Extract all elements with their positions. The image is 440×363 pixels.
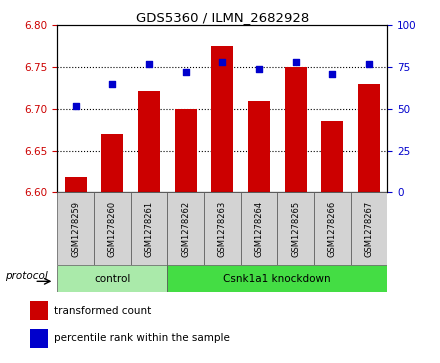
Point — [72, 103, 79, 109]
Bar — [358, 84, 380, 192]
Bar — [30, 329, 48, 348]
Bar — [57, 265, 167, 292]
Text: Csnk1a1 knockdown: Csnk1a1 knockdown — [224, 274, 331, 284]
Text: GSM1278259: GSM1278259 — [71, 201, 80, 257]
Point — [109, 81, 116, 87]
Point — [219, 59, 226, 65]
Bar — [211, 46, 233, 192]
Bar — [167, 265, 387, 292]
Bar — [314, 192, 351, 265]
Bar — [131, 192, 167, 265]
Text: transformed count: transformed count — [54, 306, 151, 316]
Bar — [351, 192, 387, 265]
Text: GSM1278261: GSM1278261 — [144, 201, 154, 257]
Text: percentile rank within the sample: percentile rank within the sample — [54, 333, 230, 343]
Text: GSM1278262: GSM1278262 — [181, 201, 190, 257]
Bar — [321, 122, 343, 192]
Bar — [248, 101, 270, 192]
Bar — [167, 192, 204, 265]
Bar — [138, 90, 160, 192]
Text: GSM1278266: GSM1278266 — [328, 201, 337, 257]
Point — [292, 59, 299, 65]
Point — [329, 71, 336, 77]
Title: GDS5360 / ILMN_2682928: GDS5360 / ILMN_2682928 — [136, 11, 309, 24]
Bar — [175, 109, 197, 192]
Point — [365, 61, 372, 67]
Bar — [65, 178, 87, 192]
Bar — [285, 67, 307, 192]
Point — [182, 69, 189, 75]
Point — [255, 66, 262, 72]
Text: GSM1278267: GSM1278267 — [364, 201, 374, 257]
Bar — [101, 134, 123, 192]
Text: GSM1278263: GSM1278263 — [218, 201, 227, 257]
Text: protocol: protocol — [4, 271, 48, 281]
Bar — [204, 192, 241, 265]
Text: control: control — [94, 274, 130, 284]
Text: GSM1278260: GSM1278260 — [108, 201, 117, 257]
Point — [145, 61, 152, 67]
Text: GSM1278265: GSM1278265 — [291, 201, 300, 257]
Bar — [241, 192, 277, 265]
Bar — [277, 192, 314, 265]
Text: GSM1278264: GSM1278264 — [254, 201, 264, 257]
Bar — [57, 192, 94, 265]
Bar — [94, 192, 131, 265]
Bar — [30, 301, 48, 321]
